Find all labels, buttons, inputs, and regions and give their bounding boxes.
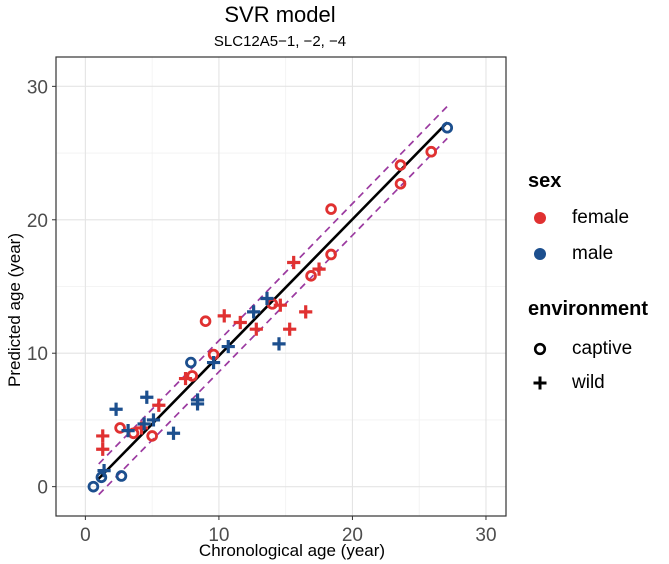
x-axis-label: Chronological age (year) bbox=[198, 541, 386, 560]
data-point-plus bbox=[312, 262, 326, 276]
data-point-circle bbox=[325, 203, 337, 215]
data-point-plus bbox=[190, 397, 205, 411]
data-point-plus bbox=[146, 413, 161, 427]
plot-border bbox=[55, 56, 507, 517]
y-tick-label: 0 bbox=[37, 478, 48, 499]
chart-title: SVR model bbox=[224, 2, 336, 27]
legend-label-wild: wild bbox=[572, 372, 605, 393]
data-point-circle bbox=[305, 270, 317, 282]
data-point-circle bbox=[441, 121, 454, 134]
x-tick-label: 10 bbox=[208, 525, 229, 546]
data-point-plus bbox=[96, 429, 110, 443]
x-tick-label: 20 bbox=[342, 525, 363, 546]
data-point-circle bbox=[425, 145, 438, 158]
data-point-plus bbox=[247, 305, 261, 319]
data-point-plus bbox=[273, 298, 287, 312]
data-point-circle bbox=[87, 480, 100, 493]
data-point-circle bbox=[185, 356, 197, 369]
data-point-plus bbox=[206, 355, 221, 370]
data-point-circle bbox=[325, 248, 337, 261]
legend-wild-plus bbox=[533, 376, 547, 390]
data-point-plus bbox=[249, 322, 263, 336]
legend-female-dot bbox=[534, 212, 546, 224]
x-tick-label: 0 bbox=[80, 525, 91, 546]
legend-key-wild bbox=[533, 376, 547, 390]
data-point-plus bbox=[233, 315, 247, 330]
data-point-circle bbox=[114, 422, 126, 434]
legend-male-dot bbox=[534, 248, 546, 260]
data-point-circle bbox=[115, 470, 128, 482]
data-point-circle bbox=[394, 177, 407, 190]
data-point-circle bbox=[394, 159, 407, 171]
data-point-plus bbox=[121, 424, 135, 438]
legend-key-female bbox=[534, 212, 546, 224]
y-tick-label: 20 bbox=[27, 211, 48, 232]
legend-label-captive: captive bbox=[572, 338, 633, 359]
data-point-circle bbox=[199, 315, 212, 327]
legend-label-female: female bbox=[572, 207, 630, 228]
y-tick-label: 10 bbox=[27, 344, 48, 365]
data-point-plus bbox=[137, 417, 151, 431]
legend-title-environment: environment bbox=[528, 298, 649, 320]
data-point-plus bbox=[299, 305, 313, 319]
legend-title-sex: sex bbox=[528, 170, 562, 192]
data-point-plus bbox=[260, 291, 274, 306]
data-point-plus bbox=[178, 371, 193, 386]
data-point-plus bbox=[96, 442, 110, 456]
data-point-circle bbox=[95, 471, 108, 484]
legend-label-male: male bbox=[572, 243, 614, 264]
data-point-plus bbox=[152, 398, 166, 412]
y-tick-label: 30 bbox=[27, 77, 48, 98]
legend-key-male bbox=[534, 248, 546, 260]
data-point-plus bbox=[140, 390, 154, 404]
legend-key-captive bbox=[533, 342, 547, 356]
legend-captive-circle bbox=[533, 342, 547, 356]
data-point-plus bbox=[272, 337, 286, 351]
data-point-plus bbox=[166, 426, 181, 440]
chart-subtitle: SLC12A5−1, −2, −4 bbox=[213, 33, 347, 50]
data-point-circle bbox=[186, 370, 199, 382]
data-point-plus bbox=[221, 339, 235, 354]
data-point-circle bbox=[146, 430, 158, 442]
data-point-plus bbox=[217, 309, 231, 323]
x-tick-label: 30 bbox=[475, 525, 496, 546]
y-axis-label: Predicted age (year) bbox=[5, 232, 24, 388]
data-point-plus bbox=[283, 322, 297, 336]
data-point-plus bbox=[287, 255, 301, 270]
data-point-plus bbox=[97, 464, 111, 478]
data-point-plus bbox=[109, 402, 123, 416]
